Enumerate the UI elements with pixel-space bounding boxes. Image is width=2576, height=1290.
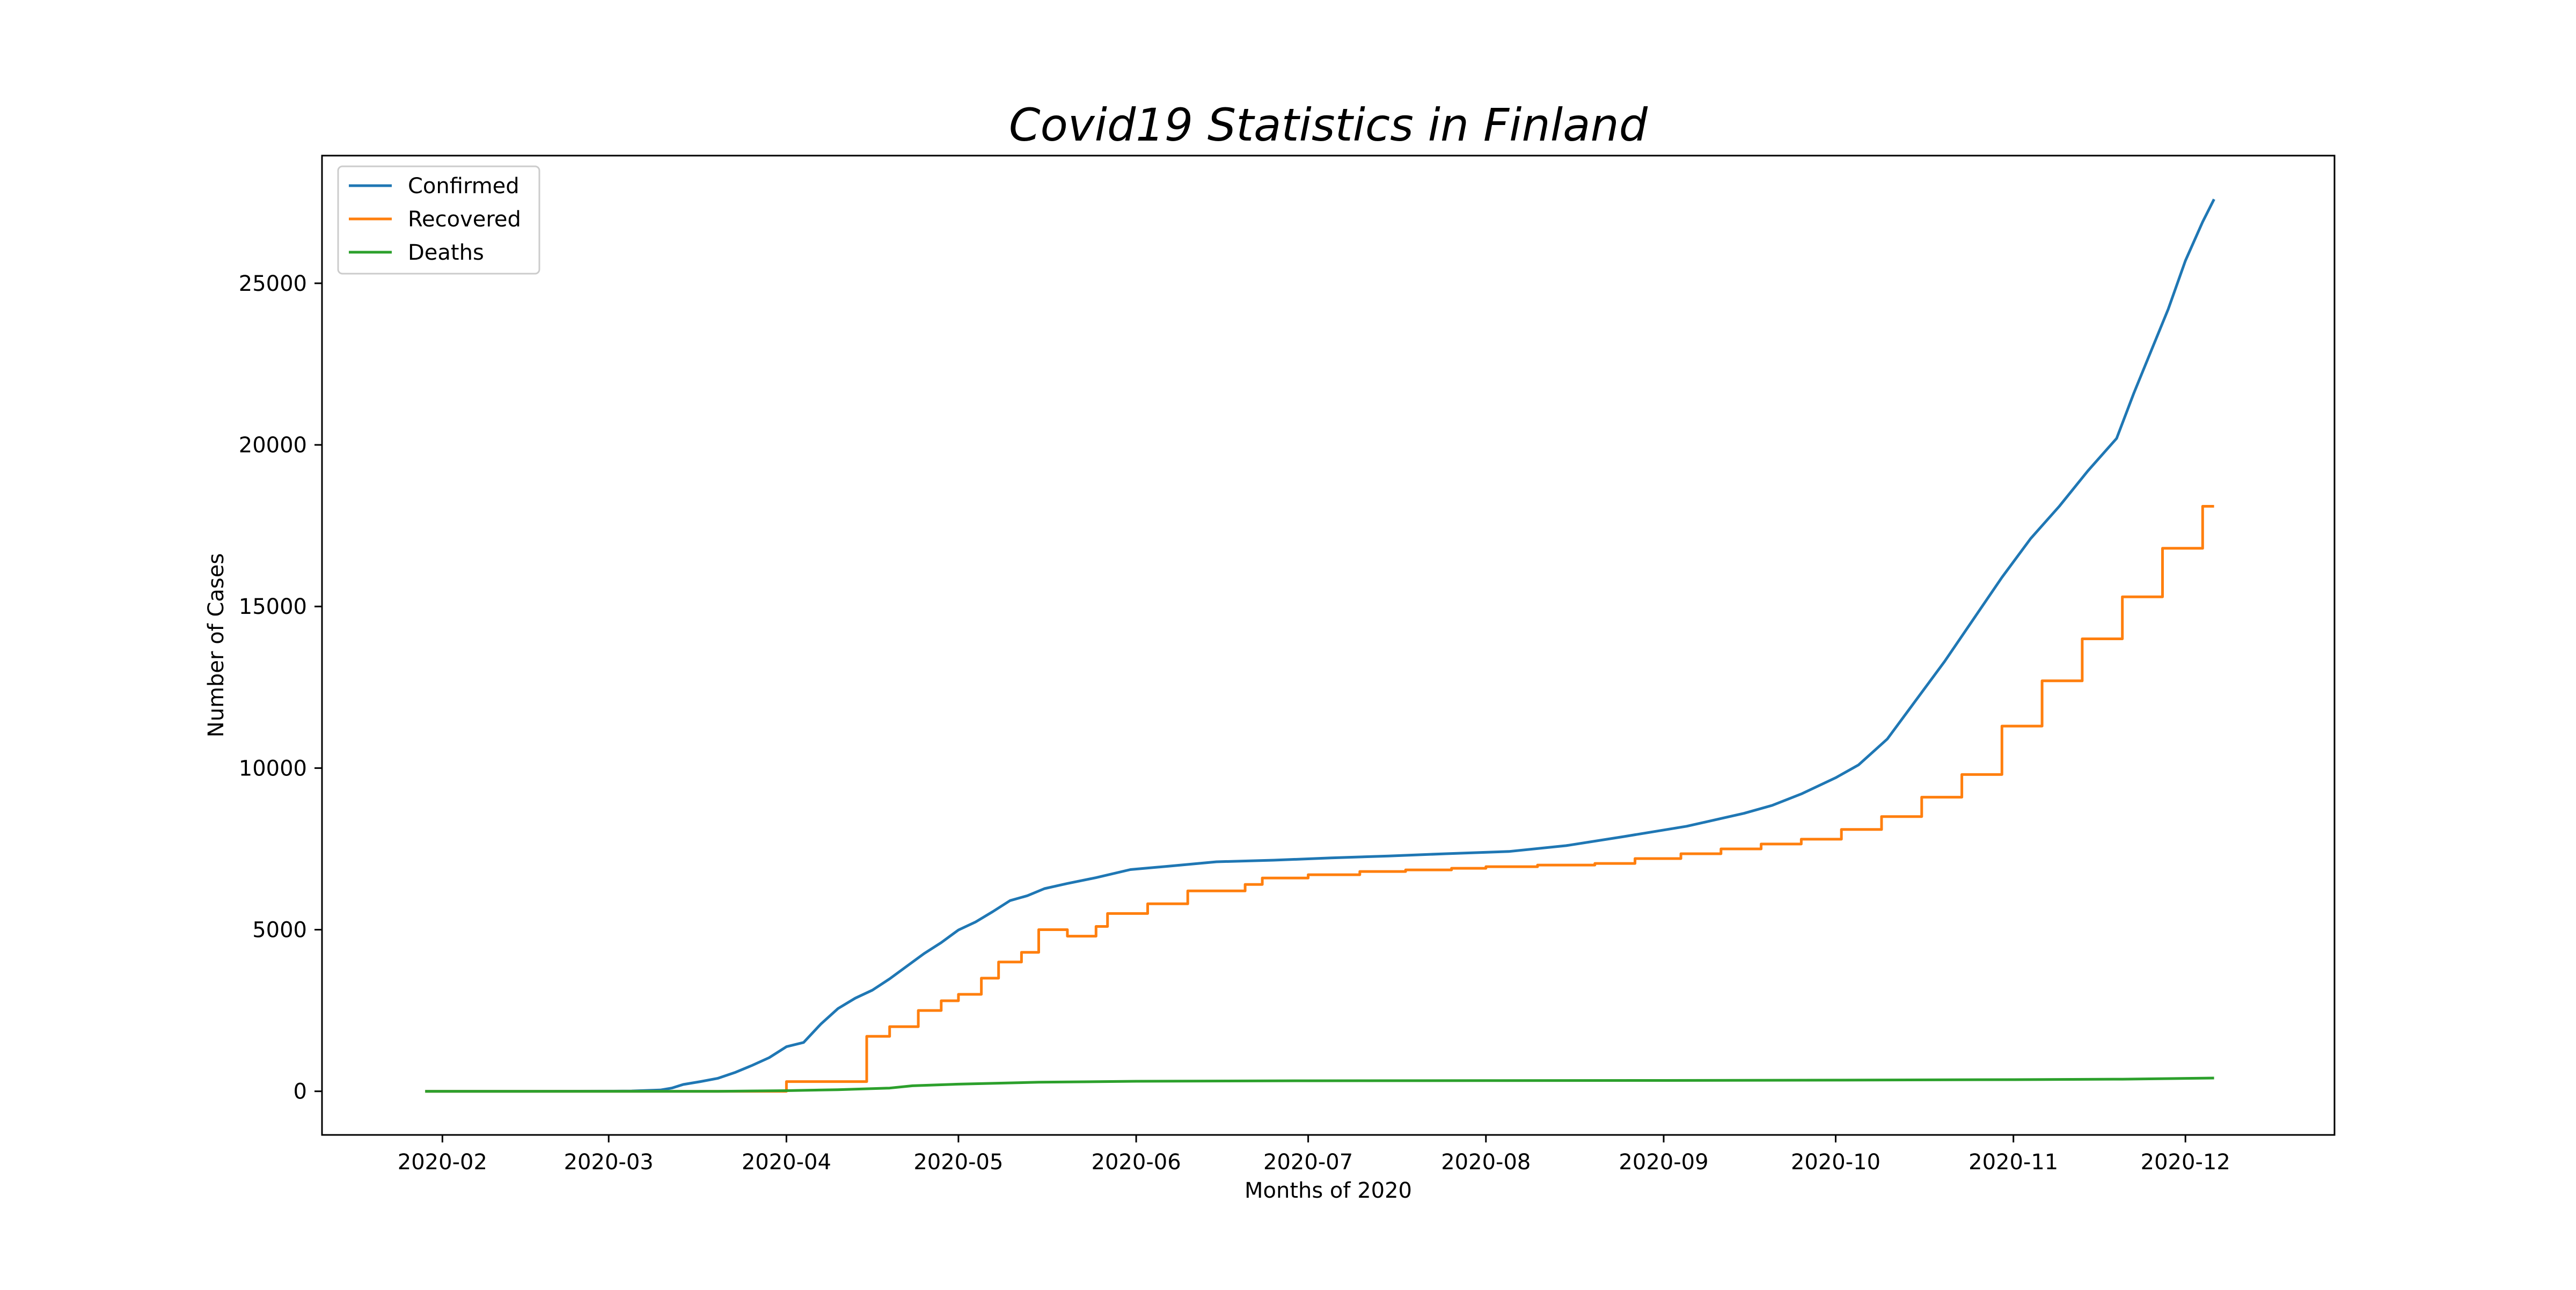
x-tick-label: 2020-10 xyxy=(1791,1150,1880,1175)
legend-label: Deaths xyxy=(408,240,484,265)
x-tick-label: 2020-04 xyxy=(742,1150,831,1175)
series-line-confirmed xyxy=(425,199,2215,1093)
y-axis-label: Number of Cases xyxy=(204,553,229,737)
x-tick-label: 2020-02 xyxy=(398,1150,487,1175)
legend-item: Confirmed xyxy=(349,174,519,199)
series-layer xyxy=(425,199,2215,1093)
legend-label: Recovered xyxy=(408,207,521,232)
x-axis-label: Months of 2020 xyxy=(1245,1178,1412,1203)
x-tick-label: 2020-12 xyxy=(2141,1150,2230,1175)
x-tick-label: 2020-05 xyxy=(913,1150,1003,1175)
series-line-deaths xyxy=(425,1076,2214,1093)
x-tick-label: 2020-11 xyxy=(1968,1150,2058,1175)
legend: Confirmed Recovered Deaths xyxy=(337,165,540,275)
chart-title: Covid19 Statistics in Finland xyxy=(1009,99,1648,151)
x-tick-label: 2020-06 xyxy=(1092,1150,1181,1175)
x-tick-label: 2020-08 xyxy=(1441,1150,1531,1175)
x-tick-label: 2020-07 xyxy=(1263,1150,1353,1175)
y-tick-label: 20000 xyxy=(239,433,307,458)
legend-item: Recovered xyxy=(349,207,521,232)
legend-item: Deaths xyxy=(349,240,484,265)
x-tick-label: 2020-03 xyxy=(564,1150,654,1175)
y-tick-label: 0 xyxy=(294,1080,307,1104)
y-axis-ticks: 0 5000 10000 15000 20000 25000 xyxy=(239,272,322,1104)
y-tick-label: 25000 xyxy=(239,272,307,296)
x-axis-ticks: 2020-02 2020-03 2020-04 2020-05 2020-06 2020-… xyxy=(398,1135,2230,1175)
legend-label: Confirmed xyxy=(408,174,519,199)
series-line-recovered xyxy=(425,505,2214,1093)
y-tick-label: 5000 xyxy=(252,918,307,943)
plot-frame xyxy=(321,155,2336,1136)
y-tick-label: 15000 xyxy=(239,595,307,619)
x-tick-label: 2020-09 xyxy=(1619,1150,1708,1175)
legend-box xyxy=(337,165,540,275)
y-tick-label: 10000 xyxy=(239,756,307,781)
